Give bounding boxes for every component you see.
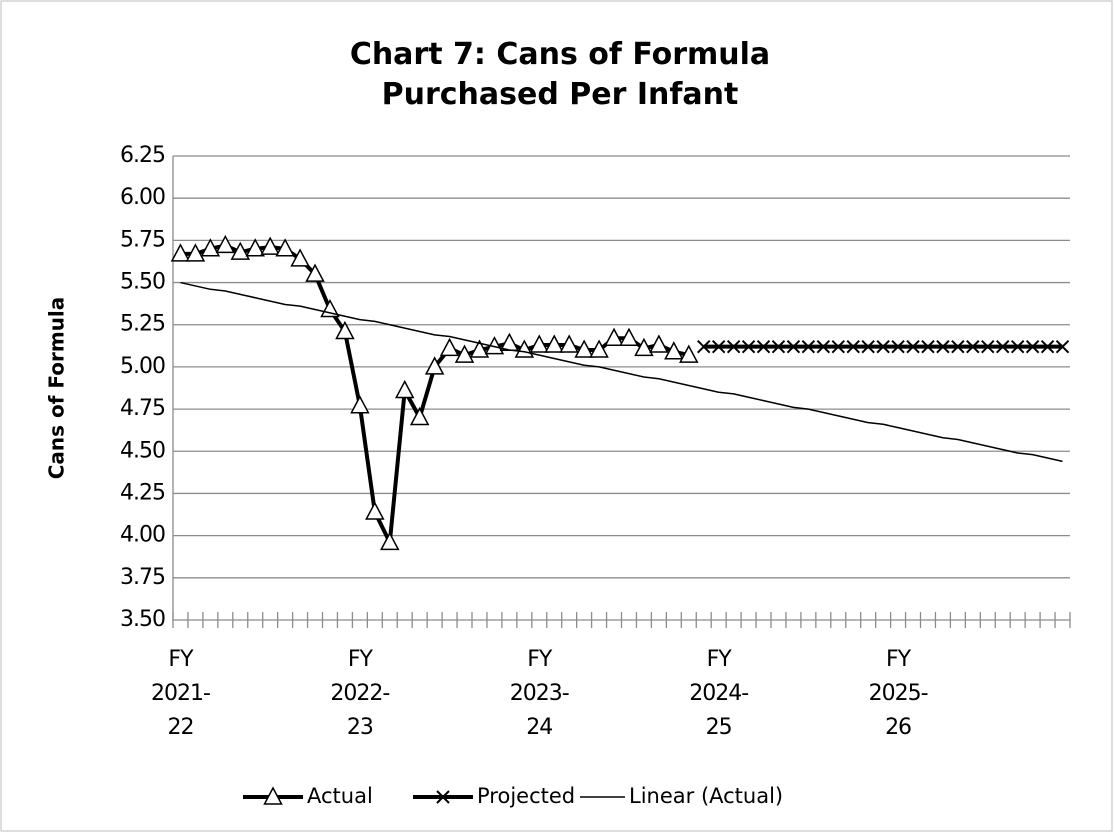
point — [996, 339, 1010, 354]
point — [394, 379, 415, 399]
point — [649, 334, 669, 353]
point — [290, 248, 310, 267]
point — [245, 238, 265, 257]
point — [589, 339, 609, 358]
point — [981, 339, 995, 354]
point — [726, 339, 741, 354]
point — [454, 344, 475, 363]
y-tick-label: 3.75 — [120, 565, 165, 590]
point — [574, 339, 594, 358]
point — [771, 339, 786, 354]
point — [966, 339, 980, 354]
point — [380, 531, 400, 551]
point — [619, 327, 639, 346]
x-tick-label: FY 2023-24 — [510, 647, 569, 740]
point — [711, 339, 726, 354]
point — [215, 234, 236, 254]
y-tick-label: 5.75 — [120, 227, 165, 252]
x-tick-label: FY 2025-26 — [869, 647, 928, 740]
y-tick-label: 3.50 — [120, 607, 165, 632]
y-axis-label: Cans of Formula — [45, 297, 69, 480]
point — [200, 238, 221, 257]
y-tick-label: 6.00 — [120, 185, 165, 210]
legend-marker — [263, 786, 283, 805]
point — [275, 238, 295, 257]
point — [559, 334, 579, 353]
x-tick-label: FY 2021-22 — [151, 647, 210, 740]
point — [1010, 339, 1025, 354]
point — [861, 339, 875, 354]
y-tick-label: 5.50 — [120, 270, 165, 295]
y-tick-label: 4.00 — [120, 523, 165, 548]
point — [679, 344, 699, 363]
y-tick-label: 5.00 — [120, 354, 165, 379]
point — [604, 327, 624, 346]
point — [424, 356, 445, 375]
point — [1025, 339, 1040, 354]
point — [936, 339, 950, 354]
point — [906, 339, 920, 354]
point — [365, 501, 385, 520]
point — [1040, 339, 1055, 354]
point — [544, 334, 564, 353]
y-tick-label: 4.75 — [120, 396, 165, 421]
legend-label: Linear (Actual) — [629, 784, 783, 808]
x-tick-label: FY 2022-23 — [330, 647, 389, 740]
y-tick-label: 4.25 — [120, 480, 165, 505]
point — [1055, 339, 1070, 354]
y-tick-label: 6.25 — [120, 143, 165, 168]
y-tick-label: 4.50 — [120, 438, 165, 463]
legend-marker — [436, 790, 450, 804]
point — [697, 339, 711, 354]
point — [350, 395, 370, 414]
point — [170, 243, 191, 262]
point — [439, 337, 460, 357]
point — [529, 334, 550, 353]
point — [469, 339, 490, 358]
point — [831, 339, 845, 354]
y-tick-label: 5.25 — [120, 312, 165, 337]
point — [664, 341, 684, 360]
point — [741, 339, 756, 354]
point — [409, 406, 430, 426]
point — [801, 339, 816, 354]
point — [230, 241, 251, 260]
legend-label: Actual — [307, 784, 373, 808]
series-line — [180, 281, 1063, 463]
point — [951, 339, 965, 354]
point — [756, 339, 771, 354]
chart-title: Chart 7: Cans of Formula Purchased Per In… — [350, 37, 770, 112]
point — [921, 339, 935, 354]
legend-label: Projected — [477, 784, 575, 808]
point — [816, 339, 831, 354]
point — [786, 339, 801, 354]
point — [305, 263, 325, 282]
point — [891, 339, 905, 354]
point — [260, 236, 280, 255]
point — [185, 243, 206, 262]
x-tick-label: FY 2024-25 — [689, 647, 748, 740]
point — [846, 339, 860, 354]
point — [335, 320, 355, 340]
point — [634, 337, 654, 357]
point — [876, 339, 890, 354]
